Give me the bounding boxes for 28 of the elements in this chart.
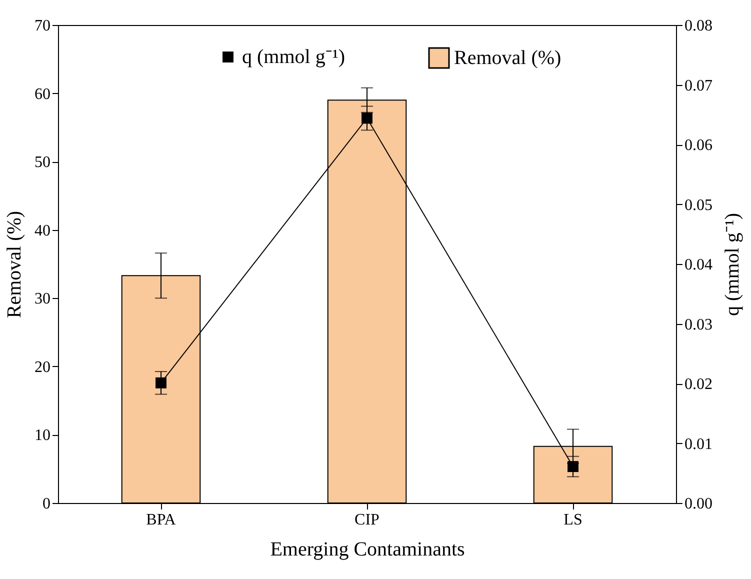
y2-tick-label: 0.00 [684,496,712,512]
x-tick-label: LS [564,512,582,528]
y-tick-label: 30 [34,290,50,308]
point [156,377,166,388]
y2-tick-label: 0.02 [684,376,712,393]
point [362,112,372,124]
y2-tick-label: 0.05 [684,196,712,214]
x-tick-label: CIP [354,512,380,528]
y2-tick-label: 0.07 [684,77,712,94]
y2-tick-label: 0.03 [684,316,712,334]
y-tick-label: 50 [34,154,50,172]
y2-tick-label: 0.01 [684,436,712,453]
y-tick-label: 70 [34,18,50,34]
y2-axis-title: q (mmol g⁻¹) [722,213,744,316]
x-axis-title: Emerging Contaminants [270,538,466,560]
y-tick-label: 0 [42,496,50,512]
y-tick-label: 60 [34,86,50,103]
y-tick-label: 20 [34,358,50,376]
y2-tick-label: 0.08 [684,18,712,34]
y-tick-label: 10 [34,427,50,444]
y2-tick-label: 0.06 [684,137,712,154]
point [568,461,578,472]
y-tick-label: 40 [34,222,50,240]
legend-label: q (mmol g⁻¹) [242,46,345,68]
y2-tick-label: 0.04 [684,256,712,274]
x-tick-label: BPA [146,512,176,528]
legend-label: Removal (%) [454,47,562,69]
y-axis-title: Removal (%) [4,210,26,318]
